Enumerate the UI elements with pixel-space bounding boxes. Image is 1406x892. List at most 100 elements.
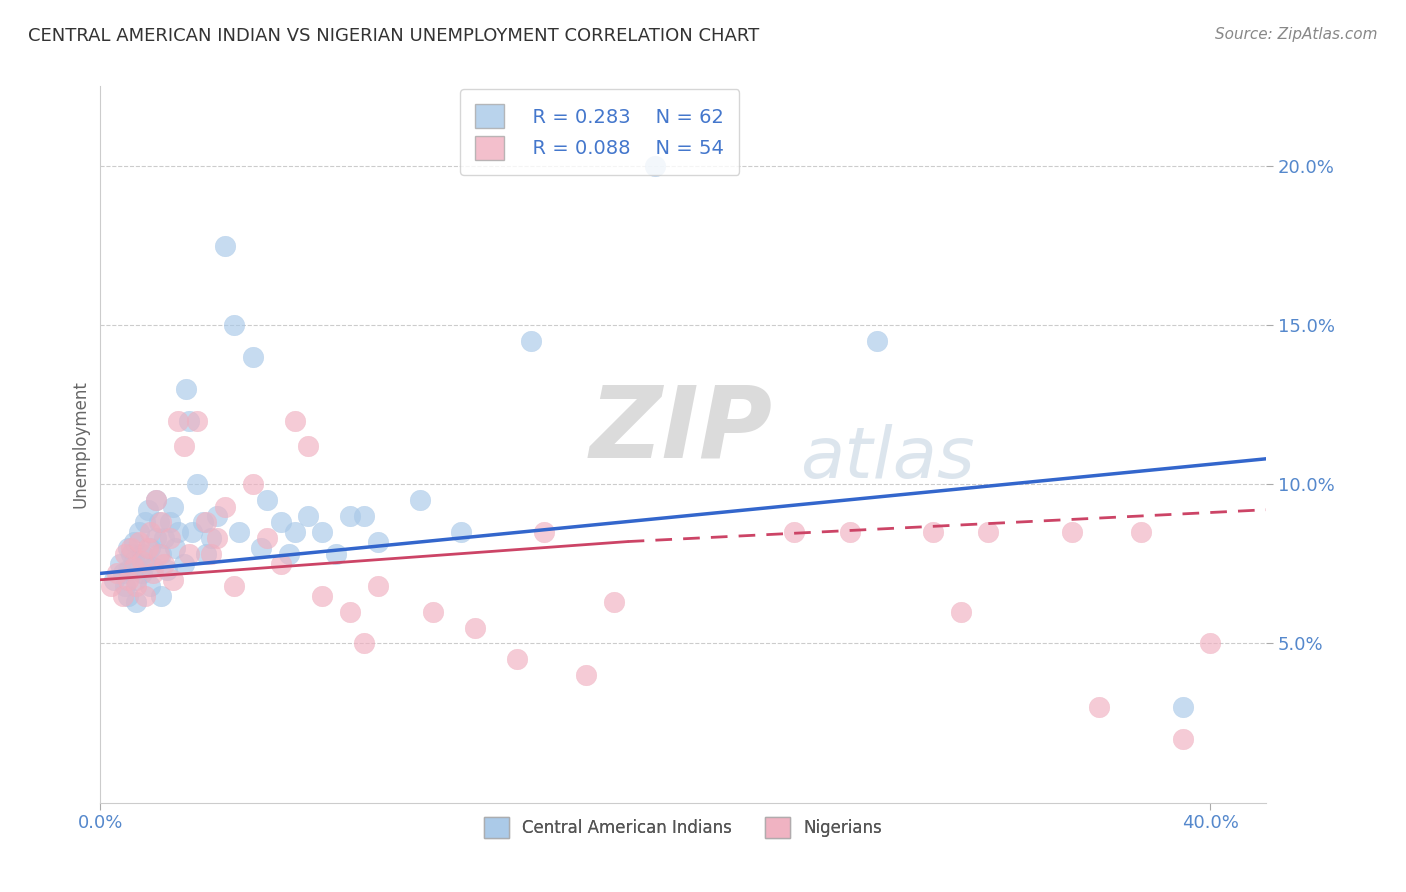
Point <box>176 382 198 396</box>
Point <box>111 566 134 581</box>
Point <box>122 534 145 549</box>
Point <box>783 524 806 539</box>
Point <box>117 573 139 587</box>
Point <box>114 579 136 593</box>
Point <box>136 502 159 516</box>
Point <box>297 439 319 453</box>
Point <box>977 524 1000 539</box>
Point <box>120 541 142 555</box>
Point <box>142 560 165 574</box>
Point <box>339 605 361 619</box>
Point <box>533 524 555 539</box>
Point <box>450 524 472 539</box>
Point <box>270 516 292 530</box>
Point <box>367 579 389 593</box>
Point <box>205 509 228 524</box>
Point <box>242 477 264 491</box>
Point <box>108 557 131 571</box>
Point <box>422 605 444 619</box>
Y-axis label: Unemployment: Unemployment <box>72 381 89 508</box>
Point <box>256 493 278 508</box>
Point <box>105 566 128 581</box>
Point <box>179 414 201 428</box>
Point <box>311 589 333 603</box>
Point <box>1060 524 1083 539</box>
Point <box>131 554 153 568</box>
Point <box>150 589 173 603</box>
Point <box>167 524 190 539</box>
Point <box>103 573 125 587</box>
Point <box>339 509 361 524</box>
Point <box>162 500 184 514</box>
Point <box>297 509 319 524</box>
Point <box>1088 700 1111 714</box>
Point <box>167 414 190 428</box>
Point <box>205 532 228 546</box>
Text: ZIP: ZIP <box>591 382 773 479</box>
Point <box>134 557 156 571</box>
Point <box>278 547 301 561</box>
Point <box>256 532 278 546</box>
Point <box>142 566 165 581</box>
Point <box>173 557 195 571</box>
Point <box>125 579 148 593</box>
Point <box>194 547 217 561</box>
Point <box>162 573 184 587</box>
Point <box>838 524 860 539</box>
Point <box>866 334 889 348</box>
Point <box>949 605 972 619</box>
Point <box>145 493 167 508</box>
Point <box>139 524 162 539</box>
Point <box>128 524 150 539</box>
Point <box>153 532 176 546</box>
Point <box>922 524 945 539</box>
Point <box>153 557 176 571</box>
Point <box>145 532 167 546</box>
Point <box>122 560 145 574</box>
Point <box>134 589 156 603</box>
Point <box>128 534 150 549</box>
Point <box>575 668 598 682</box>
Point <box>114 547 136 561</box>
Point <box>186 477 208 491</box>
Point <box>214 238 236 252</box>
Point <box>353 636 375 650</box>
Point <box>644 159 666 173</box>
Point <box>125 573 148 587</box>
Point <box>120 547 142 561</box>
Point <box>214 500 236 514</box>
Point <box>165 541 187 555</box>
Point <box>367 534 389 549</box>
Point <box>222 318 245 332</box>
Point <box>191 516 214 530</box>
Point <box>139 541 162 555</box>
Point <box>1130 524 1153 539</box>
Point <box>200 547 222 561</box>
Text: CENTRAL AMERICAN INDIAN VS NIGERIAN UNEMPLOYMENT CORRELATION CHART: CENTRAL AMERICAN INDIAN VS NIGERIAN UNEM… <box>28 27 759 45</box>
Point <box>186 414 208 428</box>
Point <box>181 524 204 539</box>
Point <box>284 414 307 428</box>
Point <box>122 554 145 568</box>
Point <box>111 589 134 603</box>
Point <box>194 516 217 530</box>
Point <box>603 595 626 609</box>
Point <box>139 579 162 593</box>
Point <box>125 595 148 609</box>
Point <box>408 493 430 508</box>
Point <box>464 620 486 634</box>
Point <box>156 563 179 577</box>
Text: Source: ZipAtlas.com: Source: ZipAtlas.com <box>1215 27 1378 42</box>
Point <box>159 516 181 530</box>
Point <box>179 547 201 561</box>
Point <box>228 524 250 539</box>
Point <box>148 547 170 561</box>
Point <box>159 532 181 546</box>
Point <box>150 516 173 530</box>
Point <box>136 541 159 555</box>
Point <box>242 350 264 364</box>
Point <box>150 547 173 561</box>
Point <box>1171 700 1194 714</box>
Point <box>117 563 139 577</box>
Point <box>145 493 167 508</box>
